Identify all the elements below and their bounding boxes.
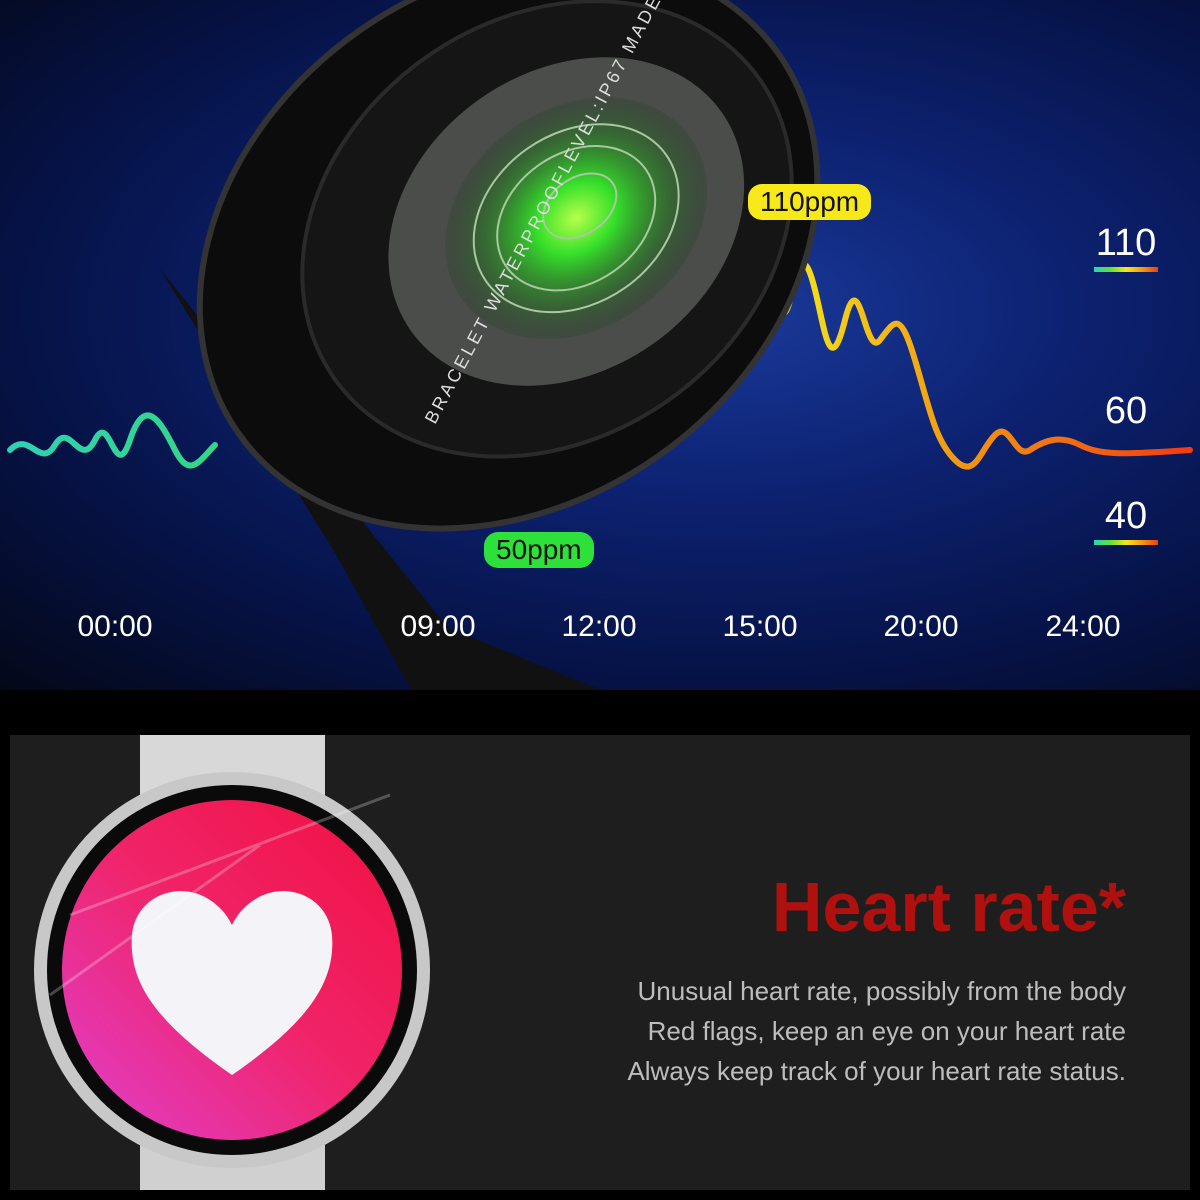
description-line: Always keep track of your heart rate sta… <box>627 1056 1126 1086</box>
low-badge: 50ppm <box>484 532 594 568</box>
heart-icon <box>131 891 333 1075</box>
scale-label: 110 <box>1095 222 1157 264</box>
heart-rate-feature-panel: Heart rate* Unusual heart rate, possibly… <box>10 735 1190 1190</box>
heart-rate-chart-panel: BRACELET WATERPROOFLEVEL:IP67 MADE IN CH… <box>0 0 1200 690</box>
scale-60: 60 <box>1094 390 1158 433</box>
time-label: 24:00 <box>1045 610 1121 643</box>
time-label: 12:00 <box>561 610 637 643</box>
time-label: 20:00 <box>883 610 959 643</box>
watch-front <box>34 735 430 1190</box>
watch-back <box>159 0 821 690</box>
time-label: 00:00 <box>77 610 153 643</box>
feature-description: Unusual heart rate, possibly from the bo… <box>627 971 1126 1091</box>
time-label: 15:00 <box>722 610 798 643</box>
feature-title: Heart rate* <box>771 868 1126 946</box>
heart-rate-graphic: BRACELET WATERPROOFLEVEL:IP67 MADE IN CH… <box>7 0 1193 690</box>
scale-110: 110 <box>1094 222 1158 272</box>
scale-40: 40 <box>1094 495 1158 545</box>
peak-badge: 110ppm <box>748 184 872 220</box>
description-line: Red flags, keep an eye on your heart rat… <box>647 1016 1126 1046</box>
scale-label: 40 <box>1104 495 1148 537</box>
description-line: Unusual heart rate, possibly from the bo… <box>637 976 1126 1006</box>
time-label: 09:00 <box>400 610 476 643</box>
scale-label: 60 <box>1104 390 1148 432</box>
